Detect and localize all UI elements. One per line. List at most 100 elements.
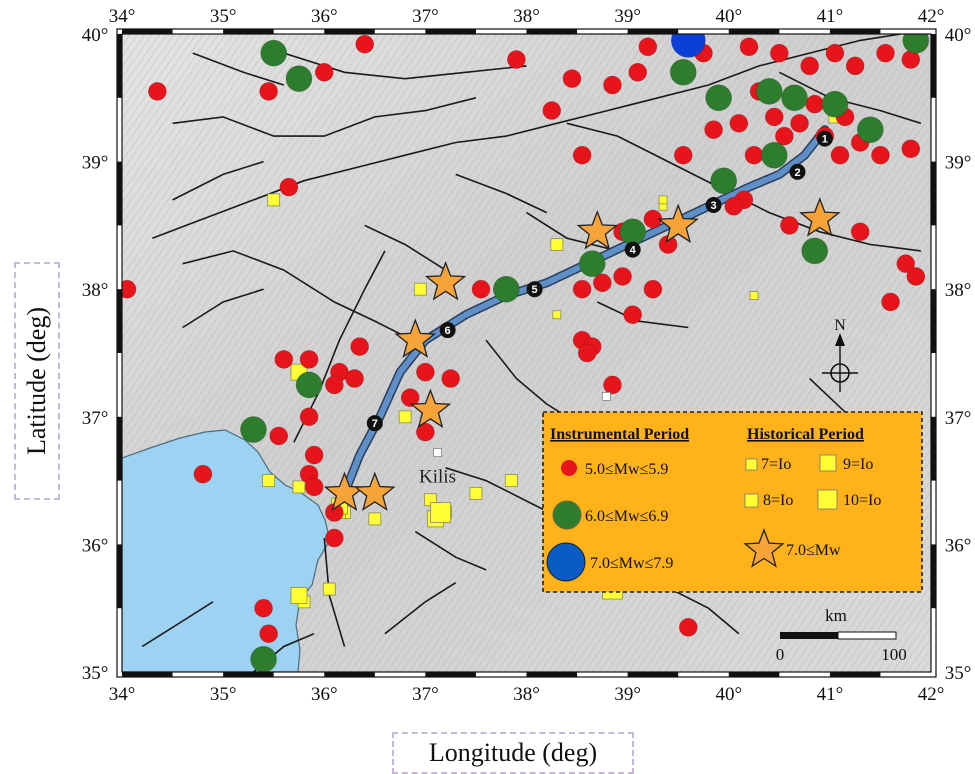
- instrumental-m5: [279, 177, 299, 197]
- instrumental-m6: [295, 371, 323, 399]
- instrumental-m5: [325, 375, 344, 395]
- historical-io8: [292, 480, 306, 494]
- instrumental-m5: [345, 369, 364, 388]
- instrumental-m5: [739, 37, 759, 57]
- historical-io8: [413, 282, 427, 296]
- fault-line: [364, 224, 447, 271]
- y-tick-label-right: 35°: [945, 663, 972, 684]
- instrumental-m5: [593, 273, 612, 293]
- legend-io10-label: 10=Io: [843, 492, 881, 509]
- instrumental-m5: [780, 216, 799, 235]
- segment-marker: [624, 241, 641, 258]
- historical-star: [576, 209, 619, 250]
- instrumental-m5: [613, 267, 632, 286]
- segment-marker: [816, 130, 833, 147]
- map-frame: [116, 28, 937, 678]
- instrumental-m6: [781, 84, 808, 112]
- legend-m5-label: 5.0≤Mw≤5.9: [585, 461, 668, 478]
- fault-line: [172, 97, 477, 137]
- x-axis-label-box: Longitude (deg): [392, 732, 634, 774]
- frame-segment: [425, 672, 476, 677]
- segment-numbers: 1 2 3 4 5 6 7: [366, 130, 833, 432]
- legend-m6-symbol: [552, 500, 582, 530]
- segment-number: 5: [532, 284, 538, 296]
- instrumental-m5: [441, 369, 460, 388]
- historical-io9: [290, 587, 308, 604]
- instrumental-m6: [821, 90, 849, 118]
- tick-labels: 34°34°35°35°36°36°37°37°38°38°39°39°40°4…: [82, 6, 972, 705]
- instrumental-m5: [724, 196, 744, 216]
- historical-io8: [550, 238, 564, 251]
- instrumental-m7-circles: [671, 34, 706, 58]
- instrumental-m5: [896, 254, 916, 273]
- historical-io7: [749, 291, 759, 300]
- instrumental-m5: [790, 114, 809, 133]
- y-tick-label-right: 39°: [945, 153, 972, 174]
- instrumental-m5: [800, 56, 819, 76]
- north-arrow: N: [822, 317, 858, 392]
- instrumental-m5: [623, 305, 642, 325]
- instrumental-m5: [507, 50, 526, 69]
- instrumental-m6: [801, 237, 829, 265]
- frame-segment: [829, 672, 881, 677]
- y-tick-label-left: 38°: [82, 280, 109, 301]
- scale-unit: km: [825, 606, 847, 625]
- north-label: N: [834, 317, 846, 334]
- legend-m7-label: 7.0≤Mw≤7.9: [590, 555, 673, 572]
- x-tick-label-bottom: 41°: [817, 684, 844, 705]
- rupture-segments: [340, 125, 830, 498]
- legend-instrumental-title: Instrumental Period: [550, 426, 689, 443]
- legend-io9-symbol: [819, 454, 837, 472]
- x-tick-label-top: 34°: [109, 6, 136, 27]
- y-tick-label-right: 40°: [945, 25, 972, 46]
- instrumental-m6: [669, 58, 697, 86]
- fault-line: [182, 288, 264, 329]
- frame-segment: [526, 672, 578, 677]
- historical-io8: [504, 474, 518, 488]
- segment-marker: [439, 322, 456, 339]
- x-axis-label: Longitude (deg): [428, 738, 598, 767]
- segment-marker: [789, 163, 806, 180]
- instrumental-m5: [770, 43, 789, 63]
- frame-segment: [728, 672, 780, 677]
- legend: Instrumental Period Historical Period 5.…: [542, 411, 923, 593]
- city-marker: [602, 392, 611, 401]
- frame-segment: [931, 544, 936, 609]
- segment-marker: [705, 196, 722, 213]
- y-tick-label-left: 35°: [82, 663, 109, 684]
- instrumental-m5: [314, 62, 334, 82]
- instrumental-m5: [259, 624, 278, 644]
- x-tick-label-bottom: 39°: [614, 684, 641, 705]
- frame-segment: [117, 289, 122, 353]
- instrumental-m5: [572, 145, 592, 165]
- frame-segment: [829, 29, 881, 34]
- historical-star: [424, 260, 467, 301]
- legend-m5-symbol: [561, 460, 577, 476]
- scale-bar: km 0 100: [776, 606, 907, 664]
- historical-io8: [368, 512, 382, 526]
- fault-line: [192, 52, 285, 86]
- instrumental-m5: [577, 343, 597, 363]
- frame-segment: [627, 672, 679, 677]
- mediterranean-sea: [122, 429, 331, 672]
- historical-io8: [469, 486, 483, 500]
- y-tick-label-right: 36°: [945, 535, 972, 556]
- y-tick-label-right: 38°: [945, 280, 972, 301]
- y-tick-label-left: 40°: [82, 25, 109, 46]
- instrumental-m5: [542, 101, 562, 120]
- city-label: Kilis: [419, 467, 456, 488]
- segment-number: 7: [372, 418, 378, 430]
- frame-segment: [324, 672, 375, 677]
- city-marker: [433, 448, 442, 457]
- instrumental-m5: [638, 37, 658, 57]
- instrumental-m5: [269, 426, 289, 446]
- segment-number: 6: [445, 325, 451, 337]
- y-tick-label-left: 37°: [82, 408, 109, 429]
- frame-segment: [931, 416, 936, 481]
- frame-segment: [324, 29, 375, 34]
- instrumental-m5: [325, 528, 344, 548]
- fault-line: [526, 211, 618, 252]
- instrumental-m5: [603, 375, 622, 395]
- x-tick-label-top: 39°: [614, 6, 641, 27]
